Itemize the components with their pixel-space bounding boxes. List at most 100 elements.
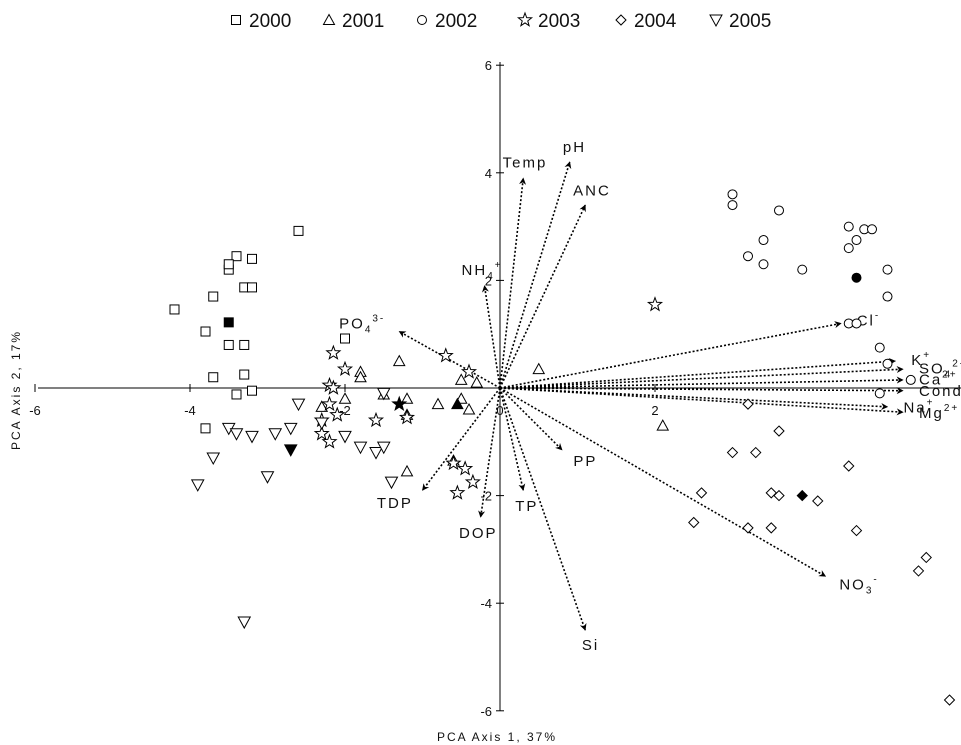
- point-2001: [400, 464, 414, 477]
- point-2001: [392, 354, 406, 367]
- x-axis-label: PCA Axis 1, 37%: [437, 730, 557, 744]
- vector-label-anc: ANC: [573, 183, 611, 200]
- vector-ph: [499, 161, 572, 389]
- point-2002: [727, 200, 738, 211]
- legend: 2000 2001 2002 2003 2004 2005: [231, 11, 771, 32]
- point-2003: [336, 360, 354, 377]
- point-2005: [314, 417, 329, 431]
- vector-label-cond: Cond: [919, 383, 961, 400]
- point-2000: [169, 304, 180, 315]
- point-2004: [742, 398, 754, 410]
- centroid-2001: [451, 397, 464, 410]
- point-2000: [247, 385, 257, 396]
- point-2000: [208, 372, 219, 383]
- point-2000: [293, 225, 304, 236]
- legend-label-2000: 2000: [249, 11, 291, 32]
- vector-dop: [478, 387, 501, 518]
- point-2003: [646, 296, 664, 312]
- centroid-2002: [851, 272, 862, 283]
- vector-si: [499, 387, 587, 631]
- point-2002: [851, 318, 862, 329]
- legend-label-2002: 2002: [435, 11, 477, 32]
- point-2001: [462, 402, 476, 415]
- point-2000: [208, 291, 219, 302]
- point-2002: [874, 388, 885, 399]
- centroid-2000: [223, 317, 234, 328]
- vector-label-dop: DOP: [459, 525, 498, 542]
- point-2004: [773, 489, 785, 502]
- centroid-2004: [796, 489, 808, 502]
- vector-pp: [499, 387, 563, 451]
- point-2002: [758, 235, 769, 246]
- x-tick-label: -4: [184, 403, 196, 418]
- vector-cond: [499, 387, 904, 395]
- point-2000: [239, 369, 250, 380]
- point-2004: [726, 446, 739, 459]
- point-2002: [867, 224, 877, 235]
- point-2005: [283, 422, 298, 436]
- point-2003: [321, 395, 338, 411]
- point-2004: [812, 495, 824, 507]
- point-2003: [460, 363, 478, 379]
- point-2002: [843, 221, 854, 232]
- vector-temp: [499, 177, 527, 389]
- vector-label-temp: Temp: [503, 154, 548, 171]
- vector-label-na: Na+: [903, 398, 934, 417]
- point-2000: [223, 339, 234, 350]
- y-tick-label: -4: [480, 596, 492, 611]
- centroid-2005: [283, 444, 298, 457]
- point-2003: [313, 425, 330, 441]
- point-2005: [384, 476, 399, 490]
- point-2004: [750, 446, 762, 459]
- vector-ca: [499, 376, 904, 389]
- point-2005: [237, 616, 252, 630]
- point-2003: [325, 379, 342, 395]
- vector-label-pp: PP: [573, 453, 597, 470]
- vector-label-ca: Ca2+: [919, 370, 958, 389]
- x-tick-label: 0: [496, 403, 503, 418]
- point-2002: [797, 264, 808, 275]
- legend-marker-2001: [322, 13, 336, 25]
- point-2004: [912, 565, 925, 577]
- point-2000: [231, 389, 242, 400]
- y-tick-label: 2: [485, 273, 492, 288]
- point-2001: [470, 376, 484, 388]
- point-2000: [200, 326, 211, 337]
- point-2004: [920, 551, 932, 564]
- point-2003: [449, 484, 466, 500]
- point-2004: [765, 522, 777, 534]
- y-tick-label: -2: [480, 489, 492, 504]
- point-2005: [206, 452, 221, 465]
- point-2000: [239, 339, 250, 350]
- vector-label-ph: pH: [563, 139, 586, 156]
- x-tick-label: -6: [29, 403, 41, 418]
- point-2001: [656, 419, 670, 431]
- point-2005: [369, 447, 383, 460]
- point-2005: [338, 430, 352, 444]
- point-2003: [437, 347, 454, 363]
- data-points: [169, 189, 956, 706]
- point-2002: [727, 189, 738, 200]
- legend-marker-2000: [231, 15, 241, 25]
- point-2003: [321, 433, 338, 449]
- vector-cl: [499, 321, 842, 389]
- point-2004: [850, 524, 863, 537]
- point-2000: [247, 282, 257, 293]
- point-2004: [943, 694, 956, 706]
- vector-label-nh4: NH4+: [462, 260, 503, 282]
- point-2001: [400, 392, 414, 404]
- x-tick-label: 2: [651, 403, 658, 418]
- vector-tdp: [421, 387, 501, 491]
- vector-anc: [499, 204, 586, 389]
- point-2005: [229, 428, 244, 441]
- point-2004: [742, 522, 754, 534]
- point-2002: [882, 264, 893, 275]
- point-2002: [758, 259, 769, 270]
- vector-no3: [499, 387, 827, 577]
- vector-label-k: K+: [911, 350, 931, 369]
- vector-label-mg: Mg2+: [919, 403, 959, 422]
- point-2002: [851, 235, 862, 246]
- point-2003: [464, 473, 481, 489]
- vector-mg: [499, 387, 904, 416]
- point-2001: [532, 362, 546, 375]
